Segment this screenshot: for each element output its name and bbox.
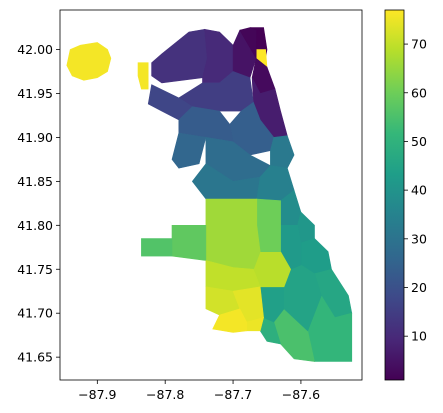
- y-axis-ticks: 41.65 41.70 41.75 41.80 41.85 41.90 41.95 42.00: [17, 42, 60, 365]
- colorbar-ticks: 10 20 30 40 50 60 70: [404, 37, 427, 344]
- map-region: [137, 62, 149, 90]
- colorbar-tick-label: 50: [411, 134, 427, 149]
- map-region: [256, 198, 281, 252]
- y-tick-label: 41.65: [17, 350, 53, 365]
- x-tick-label: −87.7: [214, 387, 252, 402]
- map-region: [205, 198, 261, 270]
- map-axes-frame: [59, 9, 363, 381]
- map-region: [171, 225, 207, 261]
- map-region: [141, 238, 173, 257]
- colorbar-tick-label: 40: [411, 183, 427, 198]
- map-region: [151, 28, 208, 84]
- x-tick-label: −87.6: [282, 387, 320, 402]
- y-tick-label: 41.95: [17, 86, 53, 101]
- colorbar-tick-label: 60: [411, 85, 427, 100]
- x-axis-ticks: −87.9 −87.8 −87.7 −87.6: [78, 380, 320, 402]
- map-region: [202, 28, 234, 84]
- map-region: [270, 135, 295, 169]
- colorbar-tick-label: 70: [411, 37, 427, 52]
- y-tick-label: 41.90: [17, 130, 53, 145]
- map-region: [66, 42, 112, 81]
- x-tick-label: −87.9: [78, 387, 116, 402]
- y-tick-label: 42.00: [17, 42, 53, 57]
- y-tick-label: 41.85: [17, 174, 53, 189]
- colorbar-tick-label: 10: [411, 329, 427, 344]
- colorbar: [384, 9, 405, 381]
- colorbar-tick-label: 30: [411, 231, 427, 246]
- map-region: [171, 132, 207, 169]
- x-tick-label: −87.8: [146, 387, 184, 402]
- map-region: [212, 308, 247, 333]
- y-tick-label: 41.70: [17, 306, 53, 321]
- colorbar-tick-label: 20: [411, 280, 427, 295]
- y-tick-label: 41.75: [17, 262, 53, 277]
- map-regions: [66, 27, 353, 362]
- y-tick-label: 41.80: [17, 218, 53, 233]
